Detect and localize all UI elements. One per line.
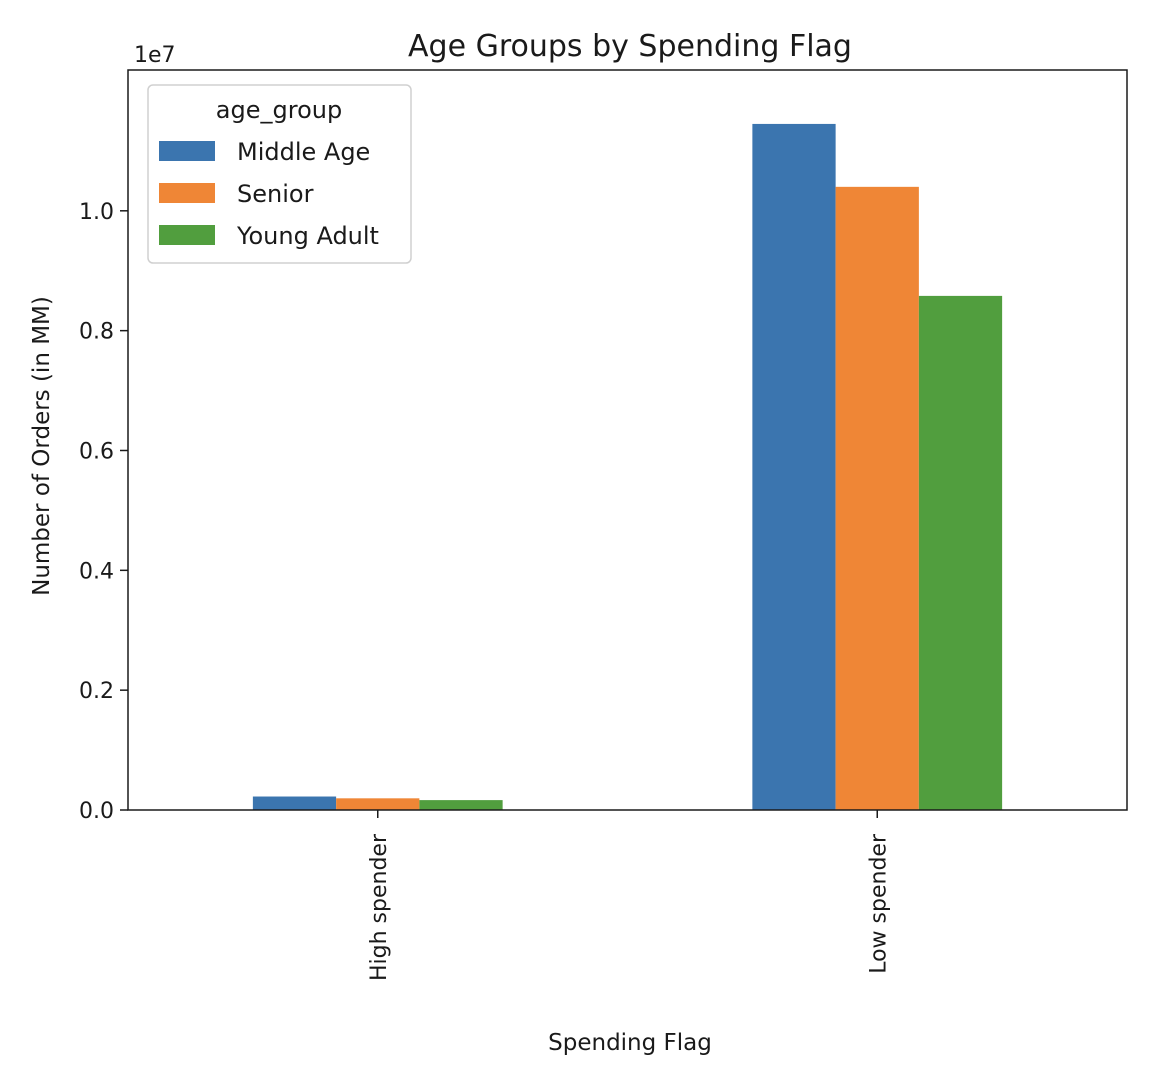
y-tick-label: 0.8 <box>79 320 114 345</box>
legend: age_group Middle Age Senior Young Adult <box>147 84 412 264</box>
bar-young-adult-high-spender <box>419 800 503 810</box>
y-tick-label: 0.0 <box>79 799 114 824</box>
legend-swatch <box>159 183 215 203</box>
legend-swatch <box>159 225 215 245</box>
x-axis-label: Spending Flag <box>548 1030 712 1056</box>
y-tick-label: 0.4 <box>79 559 114 584</box>
bar-middle-age-high-spender <box>252 796 337 810</box>
plot-area <box>127 69 1128 811</box>
legend-label: Middle Age <box>237 138 370 166</box>
y-axis-offset-text: 1e7 <box>134 43 176 68</box>
bar-senior-high-spender <box>336 798 420 810</box>
y-axis-label: Number of Orders (in MM) <box>29 296 55 596</box>
legend-title: age_group <box>216 96 342 124</box>
y-tick-label: 0.2 <box>79 679 114 704</box>
x-axis: High spender Low spender <box>367 810 891 981</box>
legend-label: Young Adult <box>236 222 379 250</box>
bar-middle-age-low-spender <box>752 123 836 810</box>
legend-swatch <box>159 141 215 161</box>
bar-young-adult-low-spender <box>918 295 1003 810</box>
y-tick-label: 1.0 <box>79 200 114 225</box>
plot-frame <box>127 69 1128 811</box>
x-tick-label: Low spender <box>866 833 891 974</box>
y-tick-label: 0.6 <box>79 439 114 464</box>
y-axis: 0.0 0.2 0.4 0.6 0.8 1.0 <box>79 200 128 824</box>
legend-label: Senior <box>237 180 314 208</box>
legend-frame <box>147 84 412 264</box>
chart-title: Age Groups by Spending Flag <box>408 29 852 64</box>
x-tick-label: High spender <box>367 833 392 981</box>
bar-senior-low-spender <box>835 186 919 810</box>
legend-entries: Middle Age Senior Young Adult <box>159 138 379 250</box>
